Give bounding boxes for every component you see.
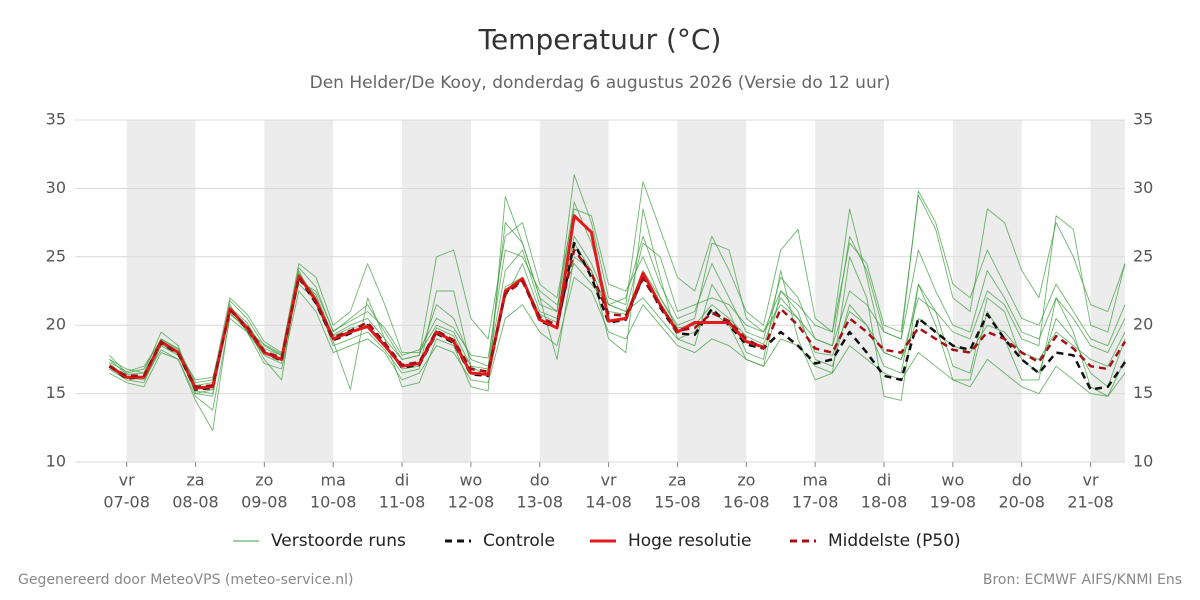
- y2-tick-label: 25: [1133, 246, 1153, 265]
- x-tick-weekday: zo: [255, 471, 273, 490]
- x-tick-weekday: za: [668, 471, 686, 490]
- ensemble-run: [109, 208, 1126, 395]
- chart-subtitle: Den Helder/De Kooy, donderdag 6 augustus…: [310, 73, 891, 93]
- x-tick-weekday: zo: [737, 471, 755, 490]
- ensemble-run: [109, 276, 1126, 411]
- x-tick-weekday: wo: [459, 471, 482, 490]
- footer-left: Gegenereerd door MeteoVPS (meteo-service…: [18, 572, 353, 588]
- y-tick-label: 10: [46, 452, 66, 471]
- x-tick-label: 10-08: [310, 493, 357, 512]
- x-tick-label: 21-08: [1067, 493, 1114, 512]
- y-tick-label: 15: [46, 383, 66, 402]
- y-tick-label: 30: [46, 178, 66, 197]
- series-line: [108, 214, 764, 390]
- series-line: [108, 248, 1127, 389]
- legend-label: Hoge resolutie: [628, 531, 752, 551]
- x-tick-weekday: do: [1012, 471, 1032, 490]
- x-tick-weekday: vr: [601, 471, 617, 490]
- x-tick-label: 19-08: [930, 493, 977, 512]
- x-tick-weekday: do: [530, 471, 550, 490]
- chart-title: Temperatuur (°C): [478, 23, 722, 56]
- y2-tick-label: 35: [1133, 110, 1153, 129]
- x-tick-weekday: wo: [941, 471, 964, 490]
- legend-label: Middelste (P50): [828, 531, 961, 551]
- x-tick-weekday: di: [877, 471, 892, 490]
- x-tick-weekday: vr: [119, 471, 135, 490]
- y2-tick-label: 15: [1133, 383, 1153, 402]
- day-shade: [1090, 120, 1125, 462]
- y2-tick-label: 10: [1133, 452, 1153, 471]
- x-tick-weekday: za: [186, 471, 204, 490]
- ensemble-run: [109, 196, 1126, 431]
- x-tick-label: 16-08: [723, 493, 770, 512]
- y-tick-label: 20: [46, 315, 66, 334]
- ensemble-run: [109, 174, 1126, 384]
- x-tick-weekday: ma: [802, 471, 827, 490]
- legend-label: Verstoorde runs: [271, 531, 406, 551]
- x-tick-weekday: vr: [1083, 471, 1099, 490]
- y2-tick-label: 30: [1133, 178, 1153, 197]
- x-tick-label: 11-08: [379, 493, 426, 512]
- x-tick-label: 18-08: [861, 493, 908, 512]
- x-tick-label: 20-08: [998, 493, 1045, 512]
- footer-right: Bron: ECMWF AIFS/KNMI Ens: [983, 572, 1182, 588]
- y2-tick-label: 20: [1133, 315, 1153, 334]
- y-tick-label: 25: [46, 246, 66, 265]
- x-tick-label: 15-08: [654, 493, 701, 512]
- day-shade: [677, 120, 747, 462]
- x-tick-weekday: di: [395, 471, 410, 490]
- x-tick-label: 14-08: [585, 493, 632, 512]
- x-tick-label: 09-08: [241, 493, 288, 512]
- x-tick-weekday: ma: [321, 471, 346, 490]
- day-shade: [126, 120, 196, 462]
- x-tick-label: 13-08: [517, 493, 564, 512]
- x-tick-label: 12-08: [448, 493, 495, 512]
- x-tick-label: 07-08: [103, 493, 150, 512]
- y-tick-label: 35: [46, 110, 66, 129]
- x-tick-label: 17-08: [792, 493, 839, 512]
- ensemble-run: [109, 190, 1126, 381]
- legend-label: Controle: [483, 531, 555, 551]
- x-tick-label: 08-08: [172, 493, 219, 512]
